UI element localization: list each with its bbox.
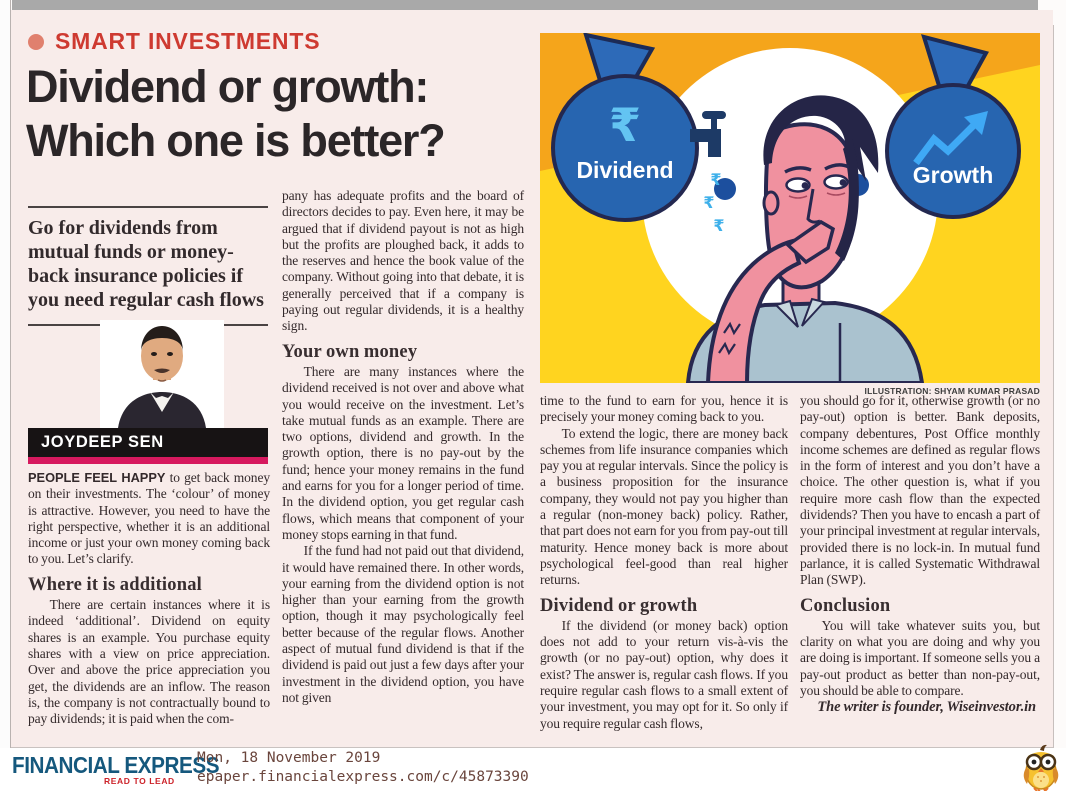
author-name: JOYDEEP SEN xyxy=(41,433,164,451)
growth-moneybag-icon: Growth xyxy=(885,34,1021,219)
body-column-1: PEOPLE FEEL HAPPY to get back money on t… xyxy=(28,470,270,727)
bullet-dot-icon xyxy=(28,33,44,50)
epaper-url[interactable]: epaper.financialexpress.com/c/45873390 xyxy=(197,769,529,785)
dividend-moneybag-icon: ₹ Dividend xyxy=(551,33,699,222)
subhead-your-own-money: Your own money xyxy=(282,341,418,362)
publication-date: Mon, 18 November 2019 xyxy=(197,750,381,766)
rupee-drip: ₹ xyxy=(703,193,714,212)
subhead-dividend-or-growth: Dividend or growth xyxy=(540,595,698,616)
article-illustration: ₹ Dividend ₹ ₹ ₹ Growth xyxy=(540,33,1040,383)
body-paragraph: There are many instances where the divid… xyxy=(282,363,524,542)
financial-express-logo: FINANCIAL EXPRESS xyxy=(12,752,220,778)
page-right-rule xyxy=(1053,25,1054,778)
lead-intro: PEOPLE FEEL HAPPY xyxy=(28,470,166,485)
tap-icon: ₹ ₹ ₹ xyxy=(690,111,726,235)
body-column-2: pany has adequate profits and the board … xyxy=(282,188,524,706)
body-paragraph: There are certain instances where it is … xyxy=(28,597,270,727)
section-kicker: SMART INVESTMENTS xyxy=(28,28,320,55)
epaper-footer: FINANCIAL EXPRESS READ TO LEAD Mon, 18 N… xyxy=(0,744,1066,791)
thinking-man-icon xyxy=(685,95,925,383)
logo-tagline: READ TO LEAD xyxy=(104,776,175,786)
body-column-4: you should go for it, otherwise growth (… xyxy=(800,393,1040,716)
body-paragraph: time to the fund to earn for you, hence … xyxy=(540,393,788,425)
body-paragraph: To extend the logic, there are money bac… xyxy=(540,425,788,588)
headline-line1: Dividend or growth: xyxy=(26,61,429,112)
author-photo xyxy=(100,320,224,428)
rupee-drip: ₹ xyxy=(713,216,724,235)
body-paragraph: You will take whatever suits you, but cl… xyxy=(800,617,1040,699)
page-left-margin xyxy=(0,0,11,791)
owl-mascot xyxy=(1018,742,1064,791)
growth-label: Growth xyxy=(913,162,994,188)
author-name-bar: JOYDEEP SEN xyxy=(28,428,268,464)
writer-byline: The writer is founder, Wiseinvestor.in xyxy=(817,699,1036,716)
body-paragraph: If the fund had not paid out that divide… xyxy=(282,543,524,705)
body-paragraph: pany has adequate profits and the board … xyxy=(282,188,524,334)
rupee-drip: ₹ xyxy=(710,170,721,189)
dividend-label: Dividend xyxy=(576,157,673,183)
subhead-conclusion: Conclusion xyxy=(800,595,891,616)
body-paragraph: If the dividend (or money back) option d… xyxy=(540,617,788,731)
dividend-growth-illustration-icon: ₹ Dividend ₹ ₹ ₹ Growth xyxy=(540,33,1040,383)
lead-paragraph: PEOPLE FEEL HAPPY to get back money on t… xyxy=(28,470,270,568)
page-top-rule xyxy=(12,0,1038,10)
author-portrait-icon xyxy=(100,320,224,428)
body-column-3: time to the fund to earn for you, hence … xyxy=(540,393,788,732)
standfirst: Go for dividends from mutual funds or mo… xyxy=(28,206,268,326)
body-paragraph: you should go for it, otherwise growth (… xyxy=(800,393,1040,588)
article-headline: Dividend or growth: Which one is better? xyxy=(26,60,536,168)
illustration-credit: ILLUSTRATION: SHYAM KUMAR PRASAD xyxy=(864,386,1040,396)
headline-line2: Which one is better? xyxy=(26,115,446,166)
section-kicker-label: SMART INVESTMENTS xyxy=(55,28,321,54)
subhead-where-additional: Where it is additional xyxy=(28,574,202,595)
owl-mascot-icon xyxy=(1023,744,1059,791)
lead-text: to get back money on their investments. … xyxy=(28,470,270,567)
rupee-symbol: ₹ xyxy=(609,98,641,152)
